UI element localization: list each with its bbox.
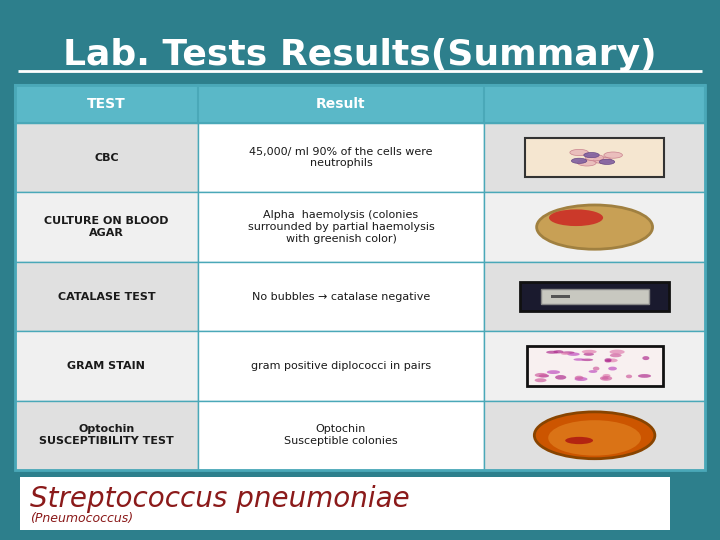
Ellipse shape (593, 157, 611, 164)
Bar (20, 477, 670, 530)
Ellipse shape (549, 210, 603, 226)
Ellipse shape (535, 378, 546, 382)
Text: 45,000/ ml 90% of the cells were
neutrophils: 45,000/ ml 90% of the cells were neutrop… (249, 147, 433, 168)
Text: Streptococcus pneumoniae: Streptococcus pneumoniae (30, 485, 410, 513)
Text: CBC: CBC (94, 153, 119, 163)
Bar (198, 331, 484, 401)
Bar (484, 123, 705, 192)
Ellipse shape (577, 160, 596, 166)
Bar (484, 331, 705, 401)
Ellipse shape (600, 376, 612, 381)
Bar (552, 295, 570, 298)
Ellipse shape (575, 376, 583, 380)
Bar (541, 289, 649, 305)
Ellipse shape (572, 158, 587, 164)
Bar (484, 401, 705, 470)
Text: CULTURE ON BLOOD
AGAR: CULTURE ON BLOOD AGAR (44, 217, 168, 238)
Ellipse shape (610, 354, 621, 357)
Ellipse shape (593, 367, 600, 370)
Ellipse shape (605, 360, 611, 362)
Bar (15, 192, 198, 262)
Ellipse shape (574, 358, 585, 361)
Ellipse shape (575, 377, 588, 381)
Ellipse shape (554, 350, 564, 354)
Ellipse shape (642, 356, 649, 360)
Bar (15, 401, 198, 470)
Ellipse shape (603, 374, 611, 377)
Bar (521, 282, 669, 311)
Ellipse shape (567, 353, 580, 356)
Text: Optochin
SUSCEPTIBILITY TEST: Optochin SUSCEPTIBILITY TEST (39, 424, 174, 446)
Ellipse shape (638, 374, 651, 378)
Ellipse shape (548, 420, 641, 456)
Bar (198, 192, 484, 262)
Ellipse shape (581, 359, 593, 361)
Text: Alpha  haemolysis (colonies
surrounded by partial haemolysis
with greenish color: Alpha haemolysis (colonies surrounded by… (248, 211, 434, 244)
Ellipse shape (584, 152, 599, 158)
Ellipse shape (585, 154, 604, 161)
Ellipse shape (562, 352, 575, 354)
Text: CATALASE TEST: CATALASE TEST (58, 292, 156, 301)
Bar (198, 262, 484, 331)
Bar (15, 123, 198, 192)
Ellipse shape (608, 367, 617, 370)
Text: GRAM STAIN: GRAM STAIN (68, 361, 145, 371)
Bar (15, 331, 198, 401)
Ellipse shape (539, 374, 549, 377)
Bar (526, 346, 662, 386)
Ellipse shape (565, 437, 593, 444)
Ellipse shape (599, 159, 615, 165)
Ellipse shape (555, 375, 567, 380)
Bar (484, 262, 705, 331)
Bar (198, 401, 484, 470)
Text: (Pneumococcus): (Pneumococcus) (30, 512, 133, 525)
Ellipse shape (561, 352, 570, 355)
Ellipse shape (582, 350, 597, 354)
Text: TEST: TEST (87, 97, 126, 111)
Ellipse shape (626, 375, 632, 378)
Ellipse shape (604, 152, 622, 158)
Ellipse shape (602, 377, 608, 380)
Ellipse shape (605, 358, 611, 362)
Ellipse shape (610, 349, 625, 354)
Ellipse shape (536, 205, 652, 249)
Bar (525, 138, 664, 178)
Bar (15, 85, 705, 123)
Ellipse shape (546, 350, 558, 354)
Bar (484, 192, 705, 262)
Ellipse shape (570, 150, 588, 156)
Text: Optochin
Susceptible colonies: Optochin Susceptible colonies (284, 424, 398, 446)
Text: No bubbles → catalase negative: No bubbles → catalase negative (252, 292, 430, 301)
Ellipse shape (589, 370, 598, 373)
Bar (15, 262, 198, 331)
Ellipse shape (546, 370, 560, 374)
Bar (15, 85, 705, 470)
Text: gram positive diplococci in pairs: gram positive diplococci in pairs (251, 361, 431, 371)
Ellipse shape (534, 412, 655, 458)
Ellipse shape (535, 373, 547, 377)
Bar (198, 123, 484, 192)
Text: Result: Result (316, 97, 366, 111)
Ellipse shape (583, 353, 594, 356)
Ellipse shape (607, 359, 618, 362)
Text: Lab. Tests Results(Summary): Lab. Tests Results(Summary) (63, 38, 657, 72)
